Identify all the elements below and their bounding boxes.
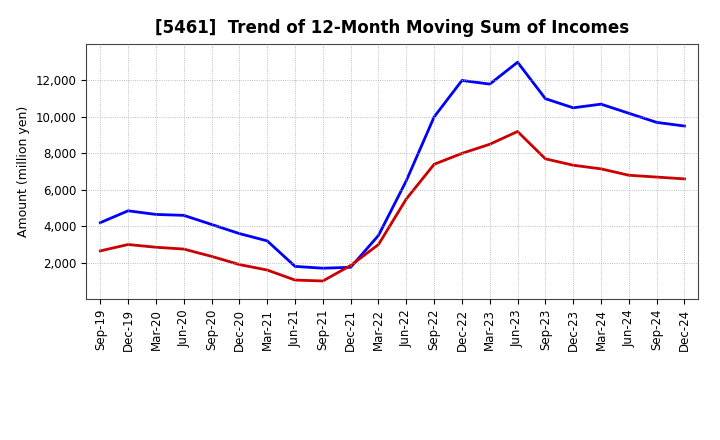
Net Income (402, 196, 410, 202)
Net Income (96, 248, 104, 253)
Ordinary Income (207, 222, 216, 227)
Net Income (374, 242, 383, 247)
Ordinary Income (235, 231, 243, 236)
Net Income (124, 242, 132, 247)
Net Income (430, 161, 438, 167)
Net Income (179, 246, 188, 252)
Net Income (680, 176, 689, 182)
Ordinary Income (96, 220, 104, 225)
Ordinary Income (291, 264, 300, 269)
Net Income (235, 262, 243, 267)
Ordinary Income (318, 266, 327, 271)
Net Income (624, 172, 633, 178)
Net Income (569, 162, 577, 168)
Net Income (458, 151, 467, 156)
Ordinary Income (263, 238, 271, 243)
Net Income (513, 129, 522, 134)
Ordinary Income (179, 213, 188, 218)
Ordinary Income (513, 59, 522, 65)
Ordinary Income (597, 102, 606, 107)
Ordinary Income (458, 78, 467, 83)
Ordinary Income (374, 233, 383, 238)
Net Income (263, 268, 271, 273)
Net Income (346, 263, 355, 268)
Ordinary Income (152, 212, 161, 217)
Ordinary Income (430, 114, 438, 120)
Ordinary Income (124, 208, 132, 213)
Net Income (318, 279, 327, 284)
Net Income (207, 254, 216, 259)
Ordinary Income (624, 110, 633, 116)
Title: [5461]  Trend of 12-Month Moving Sum of Incomes: [5461] Trend of 12-Month Moving Sum of I… (156, 19, 629, 37)
Net Income (152, 245, 161, 250)
Ordinary Income (485, 81, 494, 87)
Y-axis label: Amount (million yen): Amount (million yen) (17, 106, 30, 237)
Line: Ordinary Income: Ordinary Income (100, 62, 685, 268)
Net Income (541, 156, 550, 161)
Net Income (652, 174, 661, 180)
Net Income (597, 166, 606, 172)
Ordinary Income (402, 178, 410, 183)
Ordinary Income (652, 120, 661, 125)
Ordinary Income (541, 96, 550, 101)
Ordinary Income (680, 123, 689, 128)
Ordinary Income (346, 265, 355, 270)
Ordinary Income (569, 105, 577, 110)
Net Income (291, 278, 300, 283)
Net Income (485, 142, 494, 147)
Line: Net Income: Net Income (100, 132, 685, 281)
